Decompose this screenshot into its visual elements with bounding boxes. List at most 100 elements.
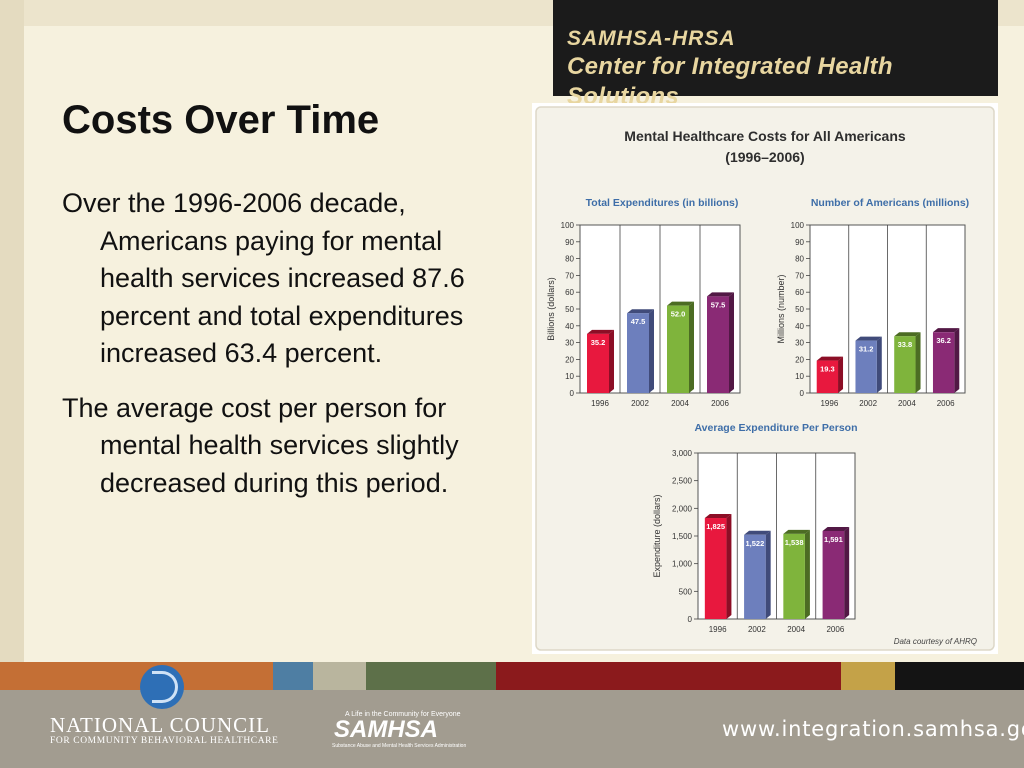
y-tick-label: 100 xyxy=(561,221,575,230)
footer-stripe xyxy=(0,662,273,690)
header-banner: SAMHSA-HRSA Center for Integrated Health… xyxy=(553,0,998,110)
y-axis-label: Millions (number) xyxy=(776,274,786,343)
footer-stripe xyxy=(841,662,895,690)
national-council-subtitle: FOR COMMUNITY BEHAVIORAL HEALTHCARE xyxy=(50,736,279,746)
bar-side xyxy=(954,328,960,393)
website-url: www.integration.samhsa.gov xyxy=(722,717,1024,741)
x-tick-label: 2006 xyxy=(826,625,844,634)
footer-stripe xyxy=(895,662,1024,690)
y-tick-label: 3,000 xyxy=(672,449,693,458)
x-tick-label: 2002 xyxy=(631,399,649,408)
y-tick-label: 1,000 xyxy=(672,560,693,569)
y-tick-label: 20 xyxy=(795,355,804,364)
bar-top xyxy=(744,530,771,535)
x-tick-label: 2004 xyxy=(787,625,805,634)
subchart-title: Total Expenditures (in billions) xyxy=(586,197,739,209)
bar-top xyxy=(667,301,694,306)
bullet-paragraph-2: The average cost per person for mental h… xyxy=(62,392,459,498)
bar-value-label: 1,522 xyxy=(745,539,764,548)
samhsa-logo: SAMHSA xyxy=(334,716,439,743)
samhsa-subtitle: Substance Abuse and Mental Health Servic… xyxy=(332,743,467,749)
bar-value-label: 47.5 xyxy=(631,317,646,326)
bar-value-label: 19.3 xyxy=(820,365,835,374)
y-axis-label: Billions (dollars) xyxy=(546,277,556,341)
bar xyxy=(707,296,729,393)
bar-side xyxy=(804,529,810,619)
y-tick-label: 2,000 xyxy=(672,504,693,513)
chart-panel: Mental Healthcare Costs for All American… xyxy=(532,103,998,654)
slide-left-band xyxy=(0,0,24,662)
bar-value-label: 57.5 xyxy=(711,300,726,309)
slide-body: Over the 1996-2006 decade, Americans pay… xyxy=(62,185,512,519)
y-tick-label: 50 xyxy=(565,305,574,314)
y-axis-label: Expenditure (dollars) xyxy=(652,494,662,577)
bar-side xyxy=(726,514,732,619)
bar-side xyxy=(609,329,614,393)
y-tick-label: 500 xyxy=(679,587,693,596)
y-tick-label: 20 xyxy=(565,355,574,364)
bar-top xyxy=(855,336,882,341)
y-tick-label: 50 xyxy=(795,305,804,314)
y-tick-label: 10 xyxy=(795,372,804,381)
chart-main-subtitle: (1996–2006) xyxy=(725,149,804,165)
bar-top xyxy=(707,292,734,297)
bar-top xyxy=(587,329,614,334)
y-tick-label: 40 xyxy=(795,322,804,331)
bar-top xyxy=(704,514,732,519)
x-tick-label: 2004 xyxy=(671,399,689,408)
bar-top xyxy=(783,529,810,534)
bar xyxy=(932,332,955,393)
chart-main-title: Mental Healthcare Costs for All American… xyxy=(624,128,906,144)
bar xyxy=(704,518,727,619)
bar xyxy=(855,340,877,393)
y-tick-label: 70 xyxy=(565,271,574,280)
y-tick-label: 2,500 xyxy=(672,477,693,486)
y-tick-label: 0 xyxy=(688,615,693,624)
x-tick-label: 2002 xyxy=(859,399,877,408)
bar-side xyxy=(689,301,694,393)
bar-side xyxy=(838,356,844,393)
x-tick-label: 2002 xyxy=(748,625,766,634)
slide-title: Costs Over Time xyxy=(62,98,380,142)
x-tick-label: 2006 xyxy=(711,399,729,408)
bar-value-label: 1,538 xyxy=(785,538,804,547)
samhsa-tagline: A Life in the Community for Everyone xyxy=(345,711,461,718)
y-tick-label: 10 xyxy=(565,372,574,381)
bar-value-label: 33.8 xyxy=(898,340,913,349)
national-council-name: NATIONAL COUNCIL xyxy=(50,713,270,737)
bar-side xyxy=(729,292,734,393)
bar-side xyxy=(844,526,850,619)
bar-value-label: 1,825 xyxy=(706,522,725,531)
bar-value-label: 52.0 xyxy=(671,310,686,319)
bar xyxy=(627,313,649,393)
bar xyxy=(744,534,766,619)
y-tick-label: 0 xyxy=(570,389,575,398)
y-tick-label: 60 xyxy=(565,288,574,297)
y-tick-label: 70 xyxy=(795,271,804,280)
y-tick-label: 80 xyxy=(565,255,574,264)
bar-value-label: 36.2 xyxy=(936,336,951,345)
header-line-1: SAMHSA-HRSA xyxy=(567,27,736,50)
bar-top xyxy=(816,356,844,361)
bar xyxy=(822,530,845,619)
charts-svg: Mental Healthcare Costs for All American… xyxy=(535,106,995,651)
x-tick-label: 1996 xyxy=(820,399,838,408)
x-tick-label: 1996 xyxy=(709,625,727,634)
bar xyxy=(894,336,916,393)
bar-side xyxy=(765,530,771,619)
bar-value-label: 1,591 xyxy=(824,535,843,544)
footer-stripe xyxy=(496,662,841,690)
bar-top xyxy=(894,332,921,337)
x-tick-label: 2006 xyxy=(937,399,955,408)
national-council-logo-arc-icon xyxy=(152,671,178,703)
y-tick-label: 90 xyxy=(795,238,804,247)
bar xyxy=(783,533,805,619)
footer-stripe xyxy=(273,662,313,690)
bar-top xyxy=(822,526,850,531)
bar-top xyxy=(627,309,654,314)
x-tick-label: 1996 xyxy=(591,399,609,408)
bar-side xyxy=(876,336,882,393)
bar-value-label: 35.2 xyxy=(591,338,606,347)
y-tick-label: 100 xyxy=(791,221,805,230)
bar-side xyxy=(915,332,921,393)
